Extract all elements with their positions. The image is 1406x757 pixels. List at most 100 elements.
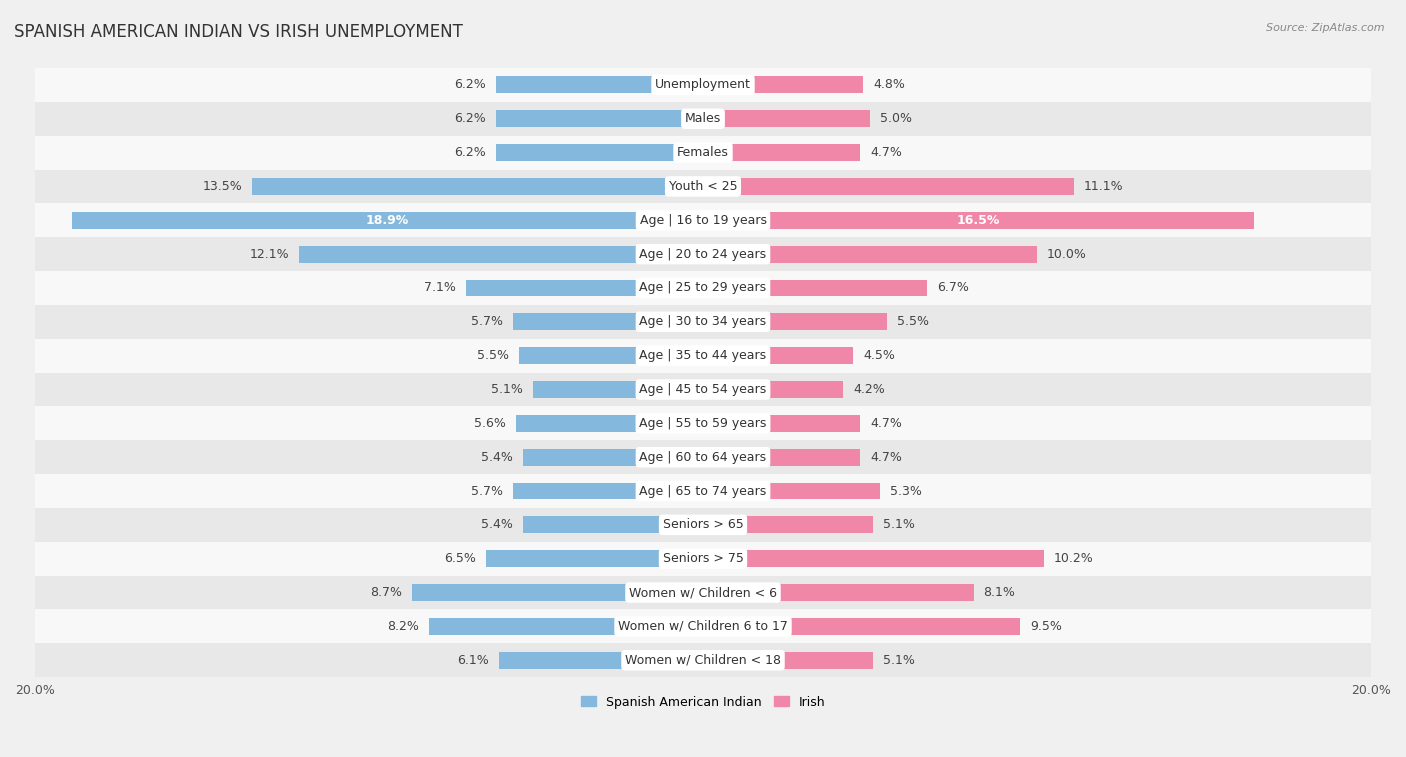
Text: 12.1%: 12.1% xyxy=(249,248,288,260)
Bar xyxy=(35,508,1371,542)
Bar xyxy=(703,618,1021,635)
Bar xyxy=(703,178,1074,195)
Text: Females: Females xyxy=(678,146,728,159)
Bar xyxy=(513,313,703,330)
Text: 7.1%: 7.1% xyxy=(425,282,456,294)
Text: 5.1%: 5.1% xyxy=(491,383,523,396)
Text: 5.1%: 5.1% xyxy=(883,654,915,667)
Bar xyxy=(35,237,1371,271)
Text: Age | 30 to 34 years: Age | 30 to 34 years xyxy=(640,316,766,329)
Text: Women w/ Children < 6: Women w/ Children < 6 xyxy=(628,586,778,599)
Bar xyxy=(703,482,880,500)
Bar xyxy=(703,212,1254,229)
Text: Unemployment: Unemployment xyxy=(655,79,751,92)
Bar xyxy=(35,338,1371,372)
Text: 6.7%: 6.7% xyxy=(936,282,969,294)
Text: Age | 55 to 59 years: Age | 55 to 59 years xyxy=(640,417,766,430)
Text: 5.5%: 5.5% xyxy=(477,349,509,362)
Bar xyxy=(523,516,703,534)
Text: Women w/ Children 6 to 17: Women w/ Children 6 to 17 xyxy=(619,620,787,633)
Bar xyxy=(35,271,1371,305)
Text: 18.9%: 18.9% xyxy=(366,213,409,227)
Bar xyxy=(496,76,703,93)
Legend: Spanish American Indian, Irish: Spanish American Indian, Irish xyxy=(575,690,831,714)
Bar xyxy=(703,144,860,161)
Text: 8.7%: 8.7% xyxy=(370,586,402,599)
Text: 4.2%: 4.2% xyxy=(853,383,884,396)
Bar xyxy=(35,170,1371,204)
Bar xyxy=(513,482,703,500)
Text: Age | 60 to 64 years: Age | 60 to 64 years xyxy=(640,450,766,464)
Bar xyxy=(523,449,703,466)
Text: 11.1%: 11.1% xyxy=(1084,180,1123,193)
Text: 4.7%: 4.7% xyxy=(870,146,901,159)
Text: 5.5%: 5.5% xyxy=(897,316,929,329)
Text: 10.2%: 10.2% xyxy=(1053,552,1094,565)
Text: 5.7%: 5.7% xyxy=(471,484,502,497)
Bar xyxy=(703,550,1043,567)
Text: Age | 20 to 24 years: Age | 20 to 24 years xyxy=(640,248,766,260)
Text: 6.2%: 6.2% xyxy=(454,146,486,159)
Text: 4.8%: 4.8% xyxy=(873,79,905,92)
Text: 10.0%: 10.0% xyxy=(1047,248,1087,260)
Bar xyxy=(703,246,1038,263)
Text: Women w/ Children < 18: Women w/ Children < 18 xyxy=(626,654,780,667)
Bar xyxy=(486,550,703,567)
Bar xyxy=(533,381,703,398)
Bar xyxy=(35,305,1371,338)
Bar xyxy=(252,178,703,195)
Bar xyxy=(703,111,870,127)
Text: 6.2%: 6.2% xyxy=(454,79,486,92)
Text: 5.3%: 5.3% xyxy=(890,484,922,497)
Bar xyxy=(299,246,703,263)
Bar xyxy=(703,347,853,364)
Bar xyxy=(35,407,1371,441)
Text: Age | 35 to 44 years: Age | 35 to 44 years xyxy=(640,349,766,362)
Bar xyxy=(35,474,1371,508)
Bar xyxy=(496,144,703,161)
Text: Age | 25 to 29 years: Age | 25 to 29 years xyxy=(640,282,766,294)
Bar xyxy=(35,68,1371,102)
Bar xyxy=(35,372,1371,407)
Bar xyxy=(35,575,1371,609)
Text: 5.0%: 5.0% xyxy=(880,112,912,125)
Text: 5.4%: 5.4% xyxy=(481,519,513,531)
Text: 6.5%: 6.5% xyxy=(444,552,475,565)
Text: 16.5%: 16.5% xyxy=(957,213,1000,227)
Text: Youth < 25: Youth < 25 xyxy=(669,180,737,193)
Text: 4.5%: 4.5% xyxy=(863,349,896,362)
Text: Source: ZipAtlas.com: Source: ZipAtlas.com xyxy=(1267,23,1385,33)
Bar xyxy=(516,415,703,431)
Text: 6.2%: 6.2% xyxy=(454,112,486,125)
Text: 8.1%: 8.1% xyxy=(984,586,1015,599)
Text: Age | 45 to 54 years: Age | 45 to 54 years xyxy=(640,383,766,396)
Text: Seniors > 65: Seniors > 65 xyxy=(662,519,744,531)
Text: Age | 65 to 74 years: Age | 65 to 74 years xyxy=(640,484,766,497)
Text: 5.6%: 5.6% xyxy=(474,417,506,430)
Text: 6.1%: 6.1% xyxy=(457,654,489,667)
Bar xyxy=(465,279,703,297)
Text: 5.4%: 5.4% xyxy=(481,450,513,464)
Bar xyxy=(72,212,703,229)
Bar xyxy=(703,279,927,297)
Bar xyxy=(703,652,873,668)
Bar xyxy=(703,76,863,93)
Bar xyxy=(519,347,703,364)
Bar xyxy=(35,609,1371,643)
Text: SPANISH AMERICAN INDIAN VS IRISH UNEMPLOYMENT: SPANISH AMERICAN INDIAN VS IRISH UNEMPLO… xyxy=(14,23,463,41)
Text: Age | 16 to 19 years: Age | 16 to 19 years xyxy=(640,213,766,227)
Bar xyxy=(35,102,1371,136)
Text: 4.7%: 4.7% xyxy=(870,450,901,464)
Bar xyxy=(703,381,844,398)
Text: 5.7%: 5.7% xyxy=(471,316,502,329)
Bar xyxy=(35,441,1371,474)
Bar xyxy=(703,313,887,330)
Bar xyxy=(703,449,860,466)
Text: 13.5%: 13.5% xyxy=(202,180,242,193)
Text: 8.2%: 8.2% xyxy=(387,620,419,633)
Bar xyxy=(35,204,1371,237)
Bar xyxy=(412,584,703,601)
Bar xyxy=(499,652,703,668)
Bar xyxy=(35,643,1371,678)
Text: 9.5%: 9.5% xyxy=(1031,620,1062,633)
